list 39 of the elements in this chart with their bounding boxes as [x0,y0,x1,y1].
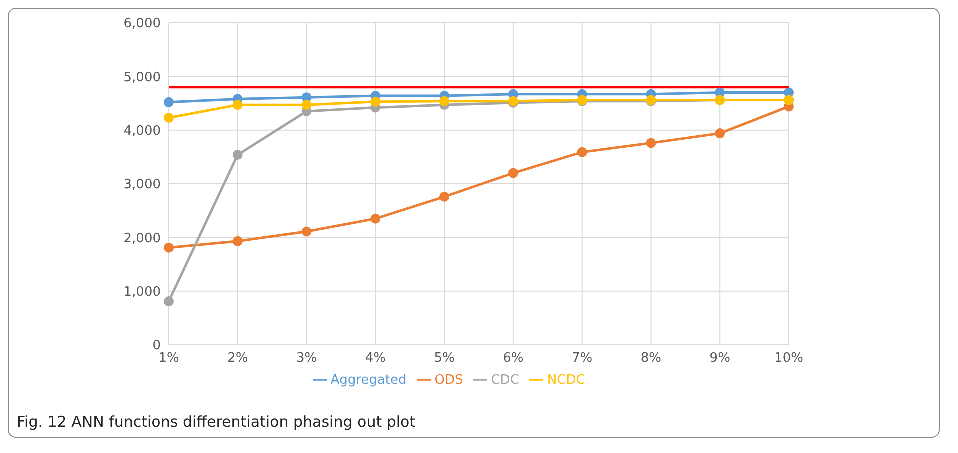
x-tick-label: 4% [365,351,386,366]
x-tick-label: 10% [774,351,804,366]
point [715,128,726,139]
point [302,100,312,110]
x-tick-label: 2% [228,351,248,366]
point [370,96,381,107]
y-tick-label: 3,000 [124,178,161,193]
y-tick-label: 0 [152,338,161,354]
point [232,150,243,160]
y-tick-label: 5,000 [124,70,161,86]
x-tick-label: 8% [640,351,662,366]
x-tick-label: 5% [434,351,455,366]
point [370,214,381,224]
legend-label: NCDC [547,373,586,388]
legend-label: Aggregated [330,373,407,388]
point [302,226,312,237]
x-tick-label: 7% [572,351,593,366]
point [232,236,243,246]
x-tick-label: 1% [158,351,180,366]
point [164,242,174,253]
x-tick-label: 9% [710,351,730,366]
y-tick-label: 1,000 [124,284,161,300]
y-tick-label: 6,000 [124,16,161,32]
point [508,168,518,178]
point [164,296,174,307]
point [164,112,174,123]
x-tick-label: 3% [296,351,318,366]
point [440,96,450,106]
point [440,192,450,202]
x-tick-label: 6% [503,351,524,366]
point [232,100,243,110]
legend-label: CDC [491,373,520,388]
y-tick-label: 4,000 [124,124,161,139]
point [577,147,588,158]
point [164,97,174,108]
caption: Fig. 12 ANN functions differentiation phasing out plot [17,413,416,431]
y-tick-label: 2,000 [124,231,161,246]
point [646,138,656,148]
legend-label: ODS [434,373,464,388]
